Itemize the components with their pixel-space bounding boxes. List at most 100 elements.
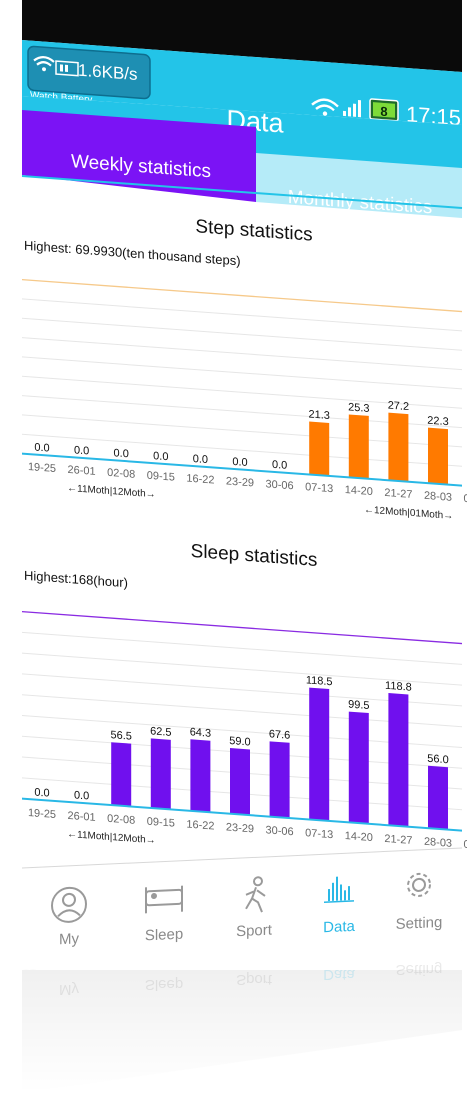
nav-setting-label: Setting [396,914,443,933]
bar-value-label: 0.0 [193,453,208,466]
gridline [22,631,462,665]
bar-value-label: 25.3 [348,401,369,415]
gridline [22,298,462,332]
bar-value-label: 99.5 [348,699,369,713]
bar-value-label: 22.3 [427,415,448,429]
chart-bar [388,693,409,827]
battery-icon: 8 [369,98,399,122]
gridline [22,652,462,686]
x-tick-label: 26-01 [68,810,96,824]
x-tick-label: 21-27 [384,833,412,847]
bar-value-label: 56.5 [111,729,132,743]
bed-icon [145,885,183,914]
tab-monthly[interactable] [256,153,462,218]
signal-icon [343,100,361,118]
nav-data-label: Data [323,918,355,936]
chart-bar [230,748,250,816]
x-tick-label: 30-06 [266,824,294,838]
nav-reflection-label: Sleep [145,976,183,993]
nav-sleep[interactable]: Sleep [145,885,183,945]
x-tick-label: 16-22 [186,819,214,833]
nav-my[interactable]: My [51,886,87,949]
data-chart-icon [324,876,354,904]
nav-sleep-label: Sleep [145,926,183,945]
bar-value-label: 27.2 [388,400,409,414]
speed-box [27,45,151,100]
nav-data[interactable]: Data [323,876,355,936]
x-tick-label: 14-20 [345,484,373,498]
wifi-icon [311,98,339,116]
x-tick-label: 30-06 [266,478,294,492]
avatar-icon [51,886,87,923]
nav-reflection-label: My [59,981,79,998]
bar-value-label: 118.8 [385,680,412,694]
gridline [22,337,462,371]
battery-mini-icon [55,60,79,77]
bar-value-label: 0.0 [153,450,168,463]
chart-bar [150,738,171,810]
nav-reflection-label: Sport [236,971,273,988]
nav-my-label: My [59,930,79,948]
runner-icon [245,876,266,913]
bottom-nav-divider [21,847,463,869]
x-tick-label: 23-29 [226,821,254,835]
tab-weekly[interactable] [22,110,256,202]
chart-baseline [22,797,462,832]
speed-text: 1.6KB/s [78,61,138,84]
chart-title: Step statistics [195,216,312,245]
battery-level: 8 [380,104,387,120]
x-tick-label: 28-03 [424,836,452,850]
phone-bezel-top [22,0,462,72]
x-tick-label: 07-13 [305,481,333,495]
chart-bar [269,741,290,819]
x-tick-label: 21-27 [384,487,412,501]
highest-line [22,278,462,313]
nav-sport[interactable]: Sport [236,876,273,941]
highest-line [22,610,462,645]
bar-value-label: 0.0 [34,787,49,800]
x-tick-label: 09-15 [147,470,175,484]
x-tick-label: 26-01 [68,464,96,478]
bar-value-label: 62.5 [150,725,171,739]
bar-value-label: 67.6 [269,728,290,742]
x-tick-label: 09-15 [147,816,175,830]
chart-bar [428,765,448,830]
x-tick-label: 19-25 [28,807,56,821]
x-tick-label: 19-25 [28,461,56,475]
sleep-chart: Sleep statistics Highest:168(hour) 0.0 19-2… [22,541,467,868]
bar-value-label: 0.0 [74,789,89,802]
bottom-nav [22,848,462,968]
gear-icon [407,872,431,897]
chart-title: Sleep statistics [191,541,318,571]
nav-reflection-label: Setting [396,961,443,978]
gridline [22,375,462,409]
bar-value-label: 0.0 [114,447,129,460]
bar-value-label: 0.0 [232,456,247,469]
tab-underline [21,175,463,209]
month-marker: ←12Moth|01Moth→ [364,504,453,521]
nav-sport-label: Sport [236,922,273,941]
x-tick-label: 07-13 [305,827,333,841]
x-tick-label: 04-08 [464,493,467,507]
chart-highest-label: Highest:168(hour) [24,568,128,591]
nav-reflection: My Sleep Sport Data Setting [59,961,442,998]
bar-value-label: 0.0 [34,442,49,455]
month-marker: ←11Moth|12Moth→ [67,829,155,846]
bar-value-label: 21.3 [309,408,330,422]
nav-reflection-label: Data [323,966,355,983]
chart-bar [348,711,369,824]
x-tick-label: 23-29 [226,475,254,489]
bar-value-label: 0.0 [74,444,89,457]
chart-bar [309,687,330,821]
bar-value-label: 64.3 [190,726,211,740]
chart-bar [309,421,330,476]
chart-bar [348,414,369,479]
x-tick-label: 16-22 [186,473,214,487]
nav-setting[interactable]: Setting [396,872,443,933]
gridline [22,317,462,351]
chart-highest-label: Highest: 69.9930(ten thousand steps) [24,238,241,269]
